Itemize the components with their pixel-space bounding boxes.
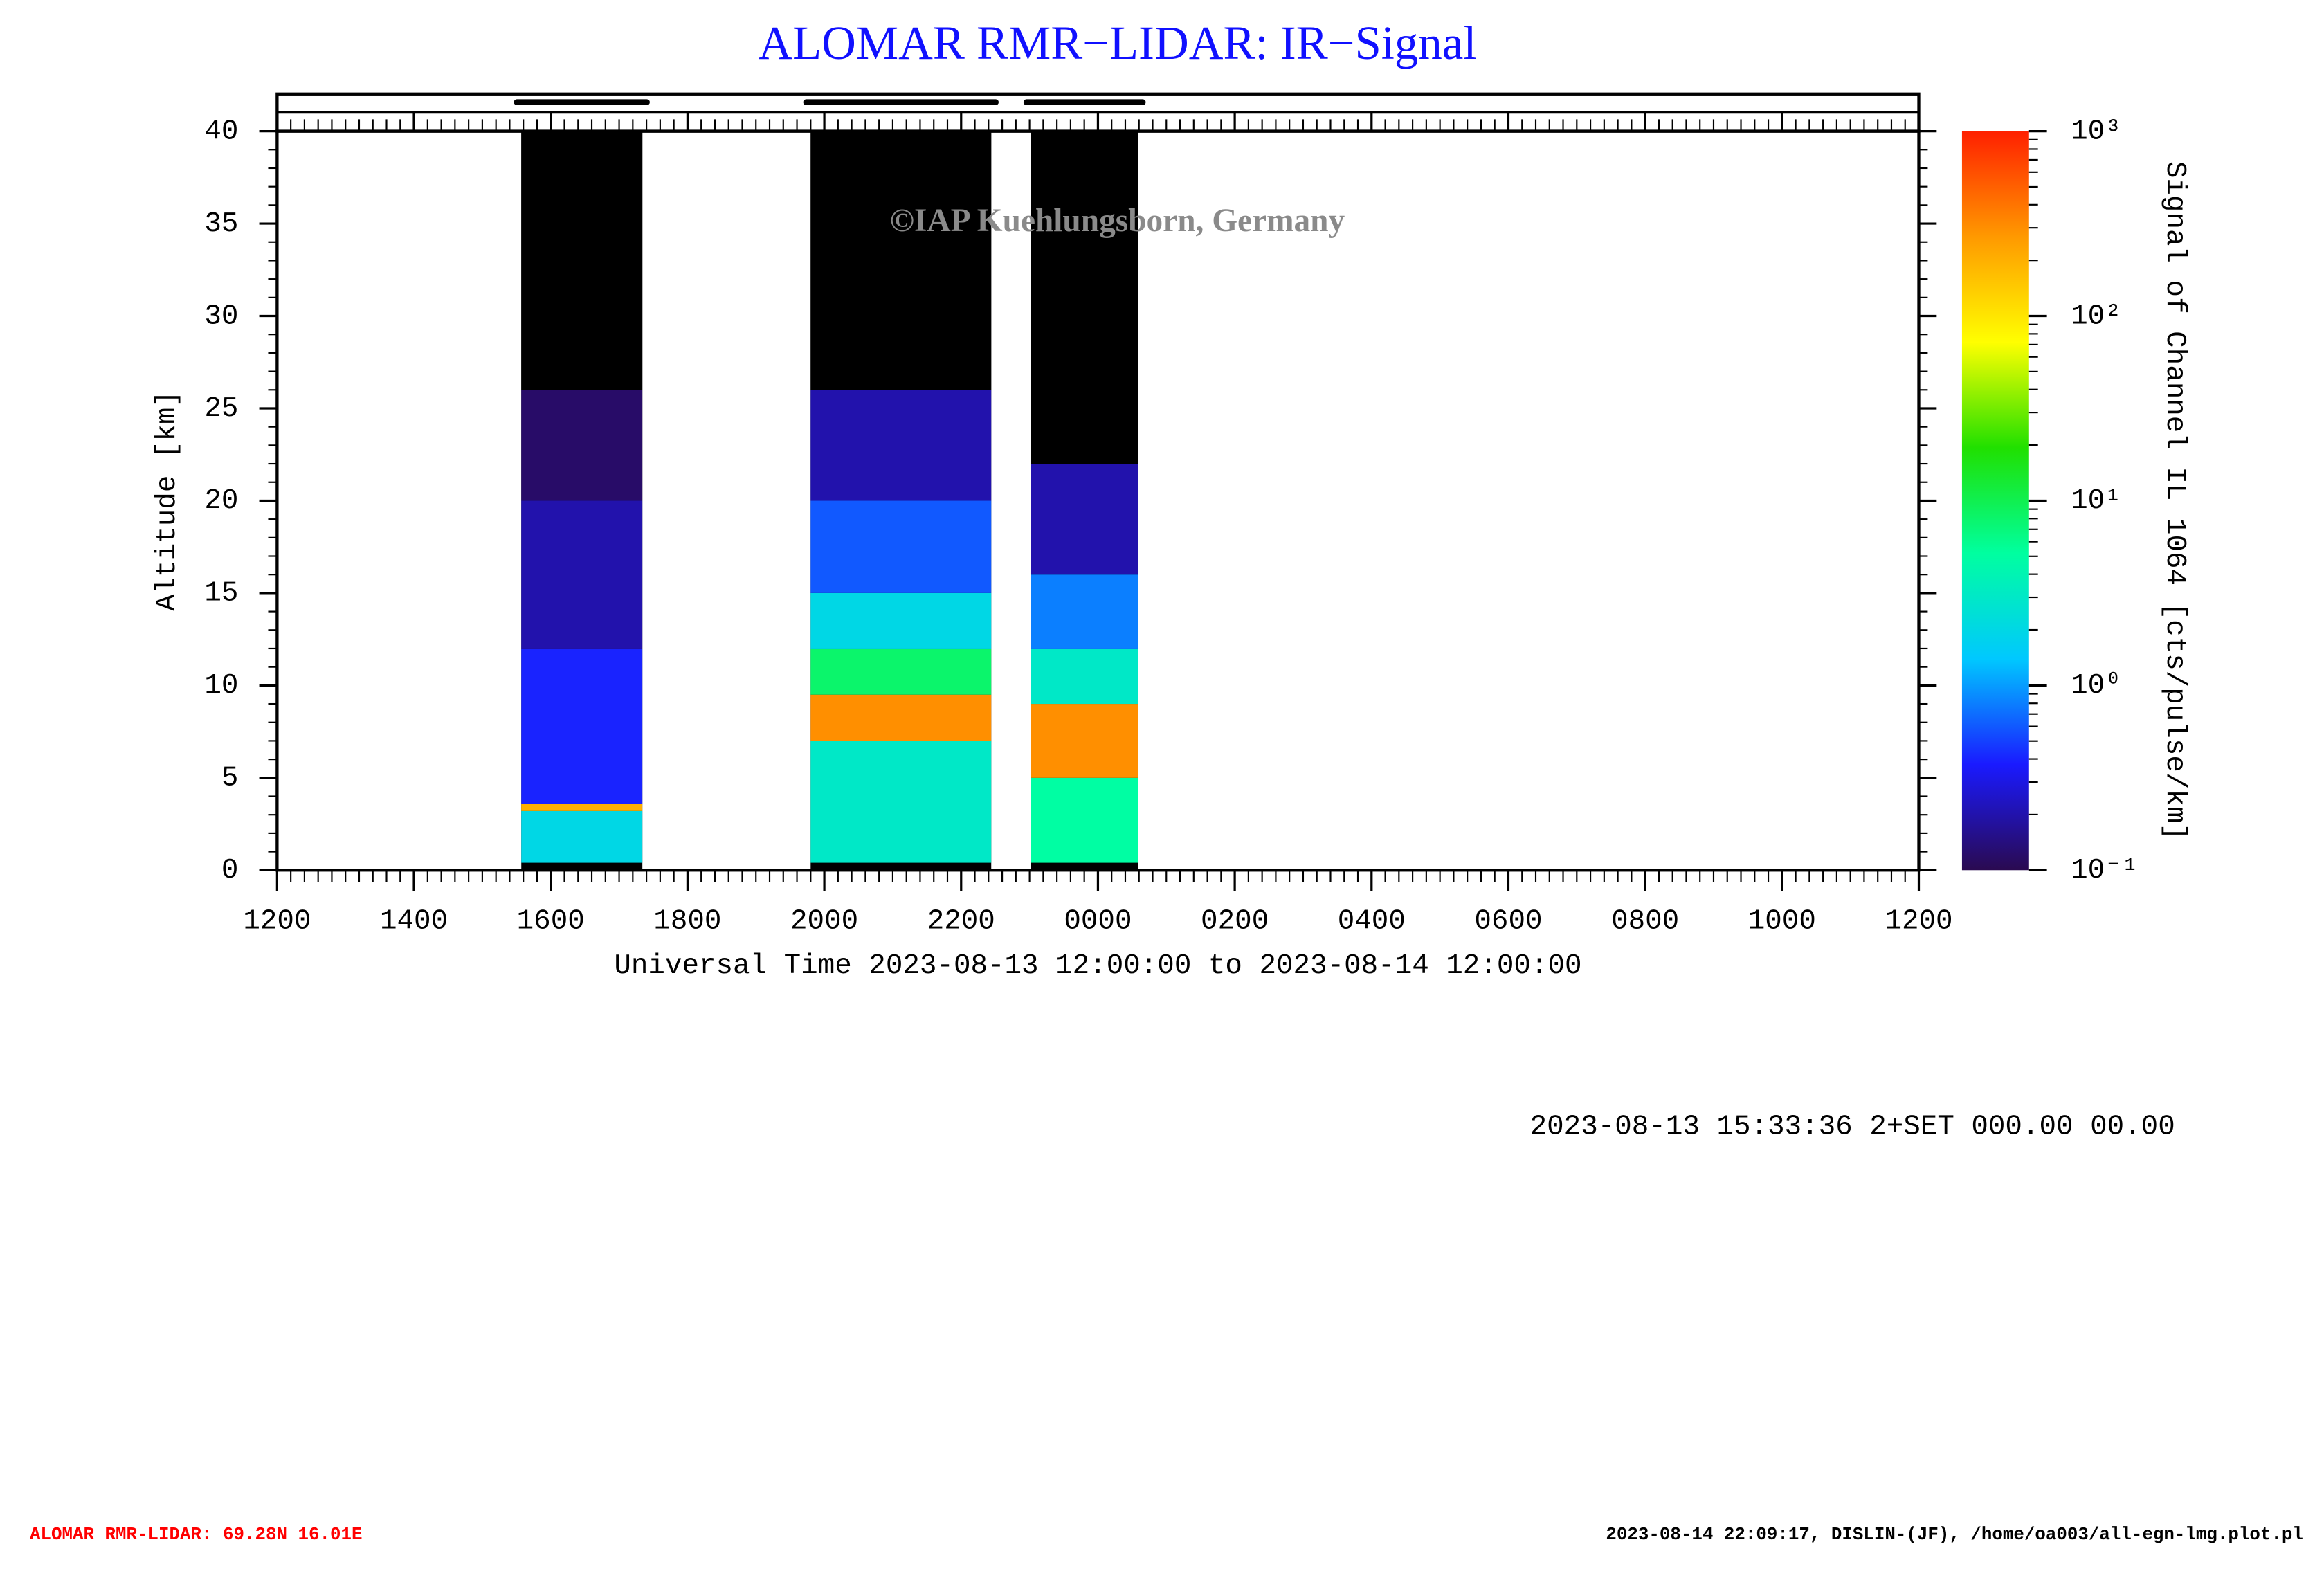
x-tick-label: 0200: [1201, 905, 1269, 937]
heat-cell: [1031, 464, 1138, 575]
footer-left: ALOMAR RMR-LIDAR: 69.28N 16.01E: [30, 1524, 362, 1545]
colorbar-label: Signal of Channel IL 1064 [cts/pulse/km]: [2159, 161, 2190, 840]
x-tick-label: 0000: [1064, 905, 1132, 937]
heat-cell: [521, 804, 643, 811]
footer-right: 2023-08-14 22:09:17, DISLIN-(JF), /home/…: [1606, 1524, 2303, 1545]
watermark: ©IAP Kuehlungsborn, Germany: [890, 203, 1345, 239]
x-tick-label: 1200: [1885, 905, 1952, 937]
colorbar-tick-label: 10¹: [2071, 485, 2122, 517]
heat-cell: [1031, 131, 1138, 464]
heat-cell: [810, 741, 992, 863]
y-tick-label: 10: [204, 670, 238, 702]
y-tick-label: 5: [221, 763, 239, 795]
colorbar-tick-label: 10²: [2071, 300, 2122, 332]
x-tick-label: 1000: [1748, 905, 1816, 937]
x-tick-label: 1400: [380, 905, 448, 937]
x-tick-label: 1800: [653, 905, 721, 937]
colorbar-tick-label: 10⁻¹: [2071, 855, 2139, 887]
y-tick-label: 35: [204, 208, 238, 240]
heat-cell: [521, 131, 643, 390]
heat-cell: [810, 390, 992, 501]
y-tick-label: 40: [204, 116, 238, 147]
x-tick-label: 1200: [243, 905, 311, 937]
heat-cell: [810, 131, 992, 390]
x-tick-label: 0600: [1474, 905, 1542, 937]
heat-cell: [810, 500, 992, 593]
heat-cell: [1031, 648, 1138, 705]
x-tick-label: 0800: [1611, 905, 1679, 937]
heat-cell: [1031, 704, 1138, 778]
cells: [521, 131, 1138, 871]
y-tick-label: 0: [221, 855, 239, 887]
info-text: 2023-08-13 15:33:36 2+SET 000.00 00.00: [1530, 1111, 2175, 1143]
x-tick-label: 2200: [927, 905, 995, 937]
colorbar-tick-label: 10⁰: [2071, 670, 2122, 702]
chart-title: ALOMAR RMR−LIDAR: IR−Signal: [758, 17, 1476, 69]
y-tick-label: 25: [204, 393, 238, 425]
x-tick-label: 0400: [1338, 905, 1406, 937]
heat-cell: [521, 500, 643, 649]
colorbar-tick-label: 10³: [2071, 116, 2122, 147]
y-tick-label: 15: [204, 578, 238, 610]
x-tick-label: 2000: [790, 905, 858, 937]
y-tick-label: 20: [204, 485, 238, 517]
x-axis-label: Universal Time 2023-08-13 12:00:00 to 20…: [614, 950, 1581, 982]
x-tick-label: 1600: [517, 905, 585, 937]
heat-cell: [810, 648, 992, 695]
heat-cell: [1031, 777, 1138, 863]
heat-cell: [810, 694, 992, 741]
heat-cell: [521, 810, 643, 863]
y-axis-label: Altitude [km]: [152, 390, 183, 611]
heat-cell: [1031, 574, 1138, 649]
heat-cell: [521, 390, 643, 501]
heat-cell: [810, 592, 992, 649]
y-tick-label: 30: [204, 300, 238, 332]
heat-cell: [521, 648, 643, 804]
colorbar: [1961, 131, 2029, 871]
